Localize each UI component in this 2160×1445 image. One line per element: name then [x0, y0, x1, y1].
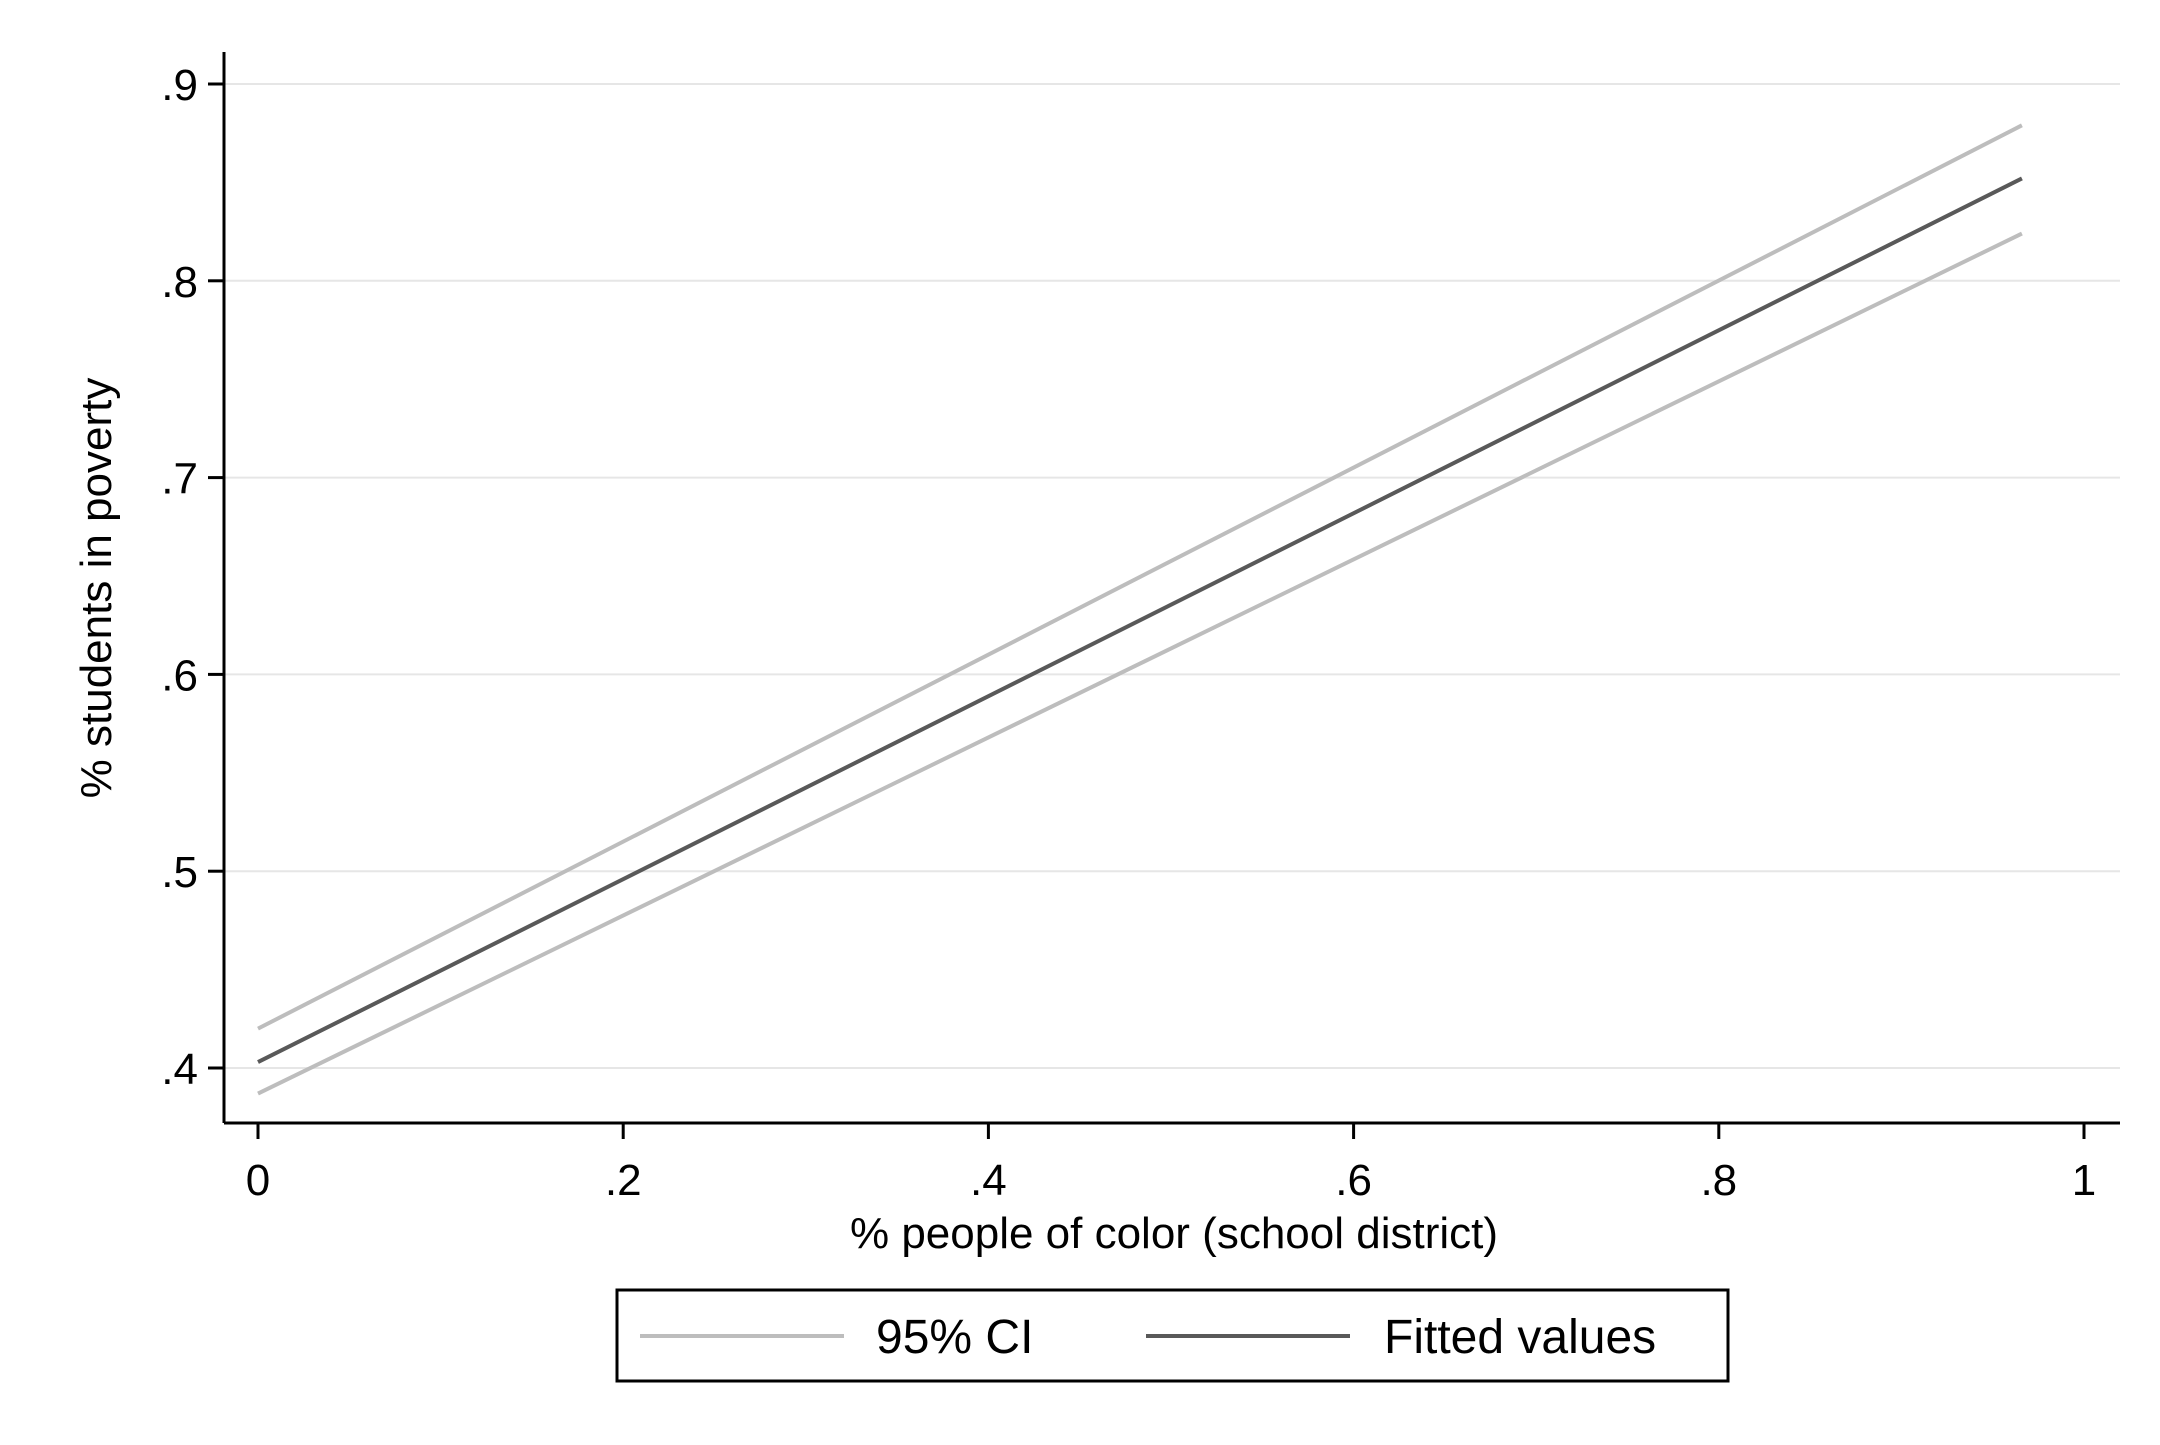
- legend-label-ci: 95% CI: [876, 1311, 1033, 1364]
- x-tick-label-2: .4: [970, 1156, 1007, 1205]
- x-tick-label-3: .6: [1335, 1156, 1372, 1205]
- x-tick-label-1: .2: [605, 1156, 642, 1205]
- y-tick-label-2: .6: [161, 651, 198, 700]
- y-tick-label-4: .8: [161, 258, 198, 307]
- series-line-ci-upper: [257, 123, 2023, 1031]
- x-tick-label-0: 0: [246, 1156, 270, 1205]
- series-lines: [257, 123, 2023, 1096]
- series-line-ci-lower: [257, 231, 2023, 1096]
- x-axis-title: % people of color (school district): [850, 1209, 1498, 1258]
- y-tick-label-0: .4: [161, 1045, 198, 1094]
- y-axis-title: % students in poverty: [72, 378, 121, 799]
- axes: [222, 52, 2120, 1125]
- gridlines: [224, 83, 2120, 1069]
- y-tick-label-3: .7: [161, 455, 198, 504]
- legend: 95% CI Fitted values: [615, 1288, 1730, 1383]
- legend-label-fitted: Fitted values: [1384, 1311, 1656, 1364]
- y-tick-label-5: .9: [161, 61, 198, 110]
- y-tick-label-1: .5: [161, 848, 198, 897]
- ticks: .4 .5 .6 .7 .8 .9 0 .2 .4 .6 .8 1: [161, 61, 2096, 1205]
- x-tick-label-4: .8: [1700, 1156, 1737, 1205]
- x-tick-label-5: 1: [2072, 1156, 2096, 1205]
- series-line-fitted: [257, 176, 2023, 1064]
